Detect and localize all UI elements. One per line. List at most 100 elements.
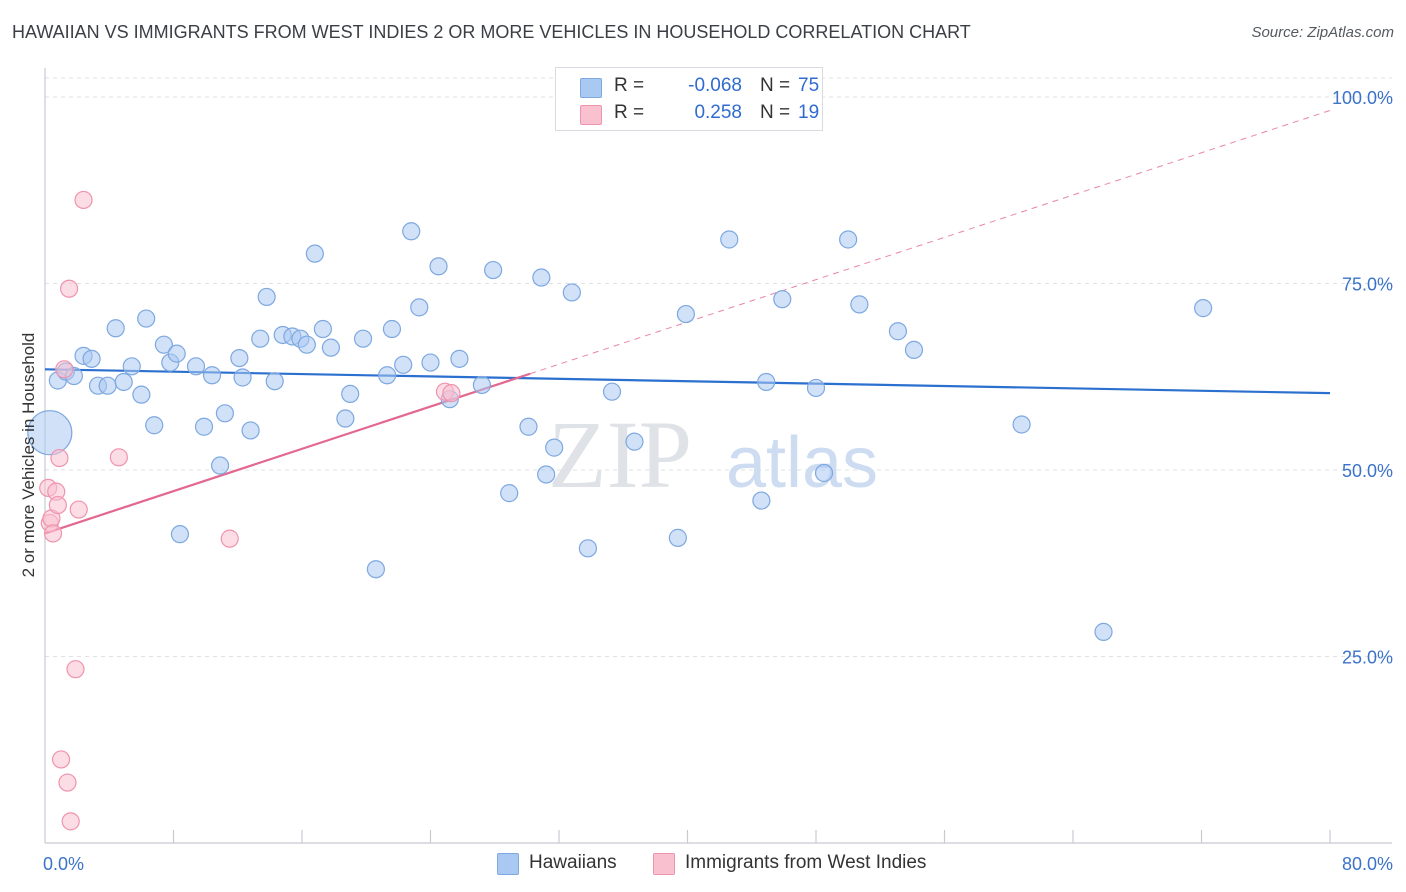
hawaiians-point (382, 319, 402, 339)
legend-label-west-indies: Immigrants from West Indies (685, 852, 927, 873)
hawaiians-point (602, 382, 622, 401)
hawaiians-point (402, 222, 421, 241)
source-label: Source: ZipAtlas.com (1251, 24, 1394, 41)
hawaiians-point (297, 335, 316, 354)
hawaiians-point (241, 421, 260, 440)
watermark-zip: ZIP (548, 401, 692, 508)
hawaiians-point (114, 372, 133, 392)
hawaiians-point (888, 322, 908, 341)
west-indies-point (442, 384, 461, 403)
hawaiians-point (186, 357, 206, 376)
hawaiians-point (366, 560, 385, 579)
hawaiians-point (484, 260, 503, 280)
legend-r-label: R = (614, 75, 645, 96)
hawaiians-point (98, 376, 117, 395)
hawaiians-point (519, 417, 538, 436)
hawaiians-point (814, 463, 834, 483)
west-indies-point (55, 360, 74, 379)
west-indies-point (61, 812, 80, 831)
hawaiians-point (839, 230, 858, 249)
legend-r-label: R = (614, 102, 645, 123)
hawaiians-point (305, 244, 324, 263)
hawaiians-point (1012, 415, 1031, 434)
hawaiians-point (904, 340, 924, 359)
west-indies-point (66, 660, 85, 679)
legend-n-label: N = (760, 102, 791, 123)
west-indies-point (109, 448, 128, 467)
hawaiians-trend-line (44, 368, 1331, 395)
west-indies-point (220, 529, 239, 548)
hawaiians-point (170, 525, 190, 544)
tick-labels: 100.0% 75.0% 50.0% 25.0% 0.0% 80.0% (43, 88, 1393, 874)
hawaiians-point (145, 416, 164, 435)
hawaiians-point (394, 355, 413, 374)
hawaiians-point (230, 349, 249, 368)
west-indies-trend-extension (529, 109, 1331, 375)
legend-swatch-west-indies (653, 853, 675, 875)
data-points (27, 190, 1213, 831)
hawaiians-point (720, 230, 739, 249)
hawaiians-point (341, 384, 360, 404)
hawaiians-point (850, 295, 869, 314)
y-axis-label: 2 or more Vehicles in Household (19, 333, 38, 578)
hawaiians-point (806, 378, 826, 398)
legend-label-hawaiians: Hawaiians (529, 852, 617, 873)
west-indies-point (48, 495, 67, 515)
legend-swatch-hawaiians (580, 78, 602, 98)
hawaiians-point (137, 309, 156, 328)
west-indies-point (69, 500, 88, 519)
hawaiians-point (251, 329, 270, 348)
hawaiians-point (532, 268, 551, 287)
legend-r-value: 0.258 (694, 102, 742, 123)
y-tick-label: 25.0% (1342, 648, 1393, 668)
hawaiians-point (215, 404, 234, 423)
hawaiians-point (313, 319, 332, 339)
hawaiians-point (410, 298, 429, 317)
hawaiians-point (321, 338, 341, 357)
hawaiians-point (82, 349, 101, 368)
hawaiians-point (233, 368, 252, 387)
west-indies-point (43, 524, 63, 543)
hawaiians-point (202, 366, 222, 385)
hawaiians-point (676, 304, 695, 324)
hawaiians-point (537, 465, 556, 484)
hawaiians-point (625, 432, 644, 451)
hawaiians-point (562, 283, 581, 302)
legend-swatch-west-indies (580, 105, 602, 125)
hawaiians-point (773, 290, 792, 309)
hawaiians-point (106, 319, 125, 338)
west-indies-point (50, 448, 69, 468)
hawaiians-point (429, 257, 448, 276)
legend-n-label: N = (760, 75, 791, 96)
x-tick-label: 80.0% (1342, 854, 1393, 874)
hawaiians-point (757, 372, 776, 392)
hawaiians-point (578, 539, 598, 558)
hawaiians-point (194, 417, 214, 436)
hawaiians-point (27, 410, 73, 456)
legend-swatch-hawaiians (497, 853, 519, 875)
legend-r-value: -0.068 (688, 75, 742, 96)
legend-n-value: 19 (798, 102, 820, 123)
correlation-legend: R = -0.068 N = 75 R = 0.258 N = 19 (555, 67, 823, 131)
hawaiians-point (421, 353, 440, 372)
hawaiians-point (132, 385, 151, 404)
hawaiians-point (378, 366, 397, 385)
hawaiians-point (472, 375, 491, 395)
legend-n-value: 75 (798, 75, 820, 96)
grid-lines (45, 77, 1392, 657)
hawaiians-point (210, 456, 230, 475)
hawaiians-point (353, 329, 373, 348)
hawaiians-point (1194, 299, 1213, 318)
hawaiians-point (752, 491, 771, 510)
hawaiians-point (336, 409, 355, 428)
west-indies-point (59, 279, 79, 298)
west-indies-point (51, 750, 71, 769)
hawaiians-point (450, 349, 469, 368)
hawaiians-point (154, 335, 173, 354)
y-tick-label: 50.0% (1342, 461, 1393, 481)
hawaiians-point (668, 528, 687, 547)
x-tick-label: 0.0% (43, 854, 84, 874)
hawaiians-point (122, 357, 141, 376)
hawaiians-point (257, 287, 276, 307)
